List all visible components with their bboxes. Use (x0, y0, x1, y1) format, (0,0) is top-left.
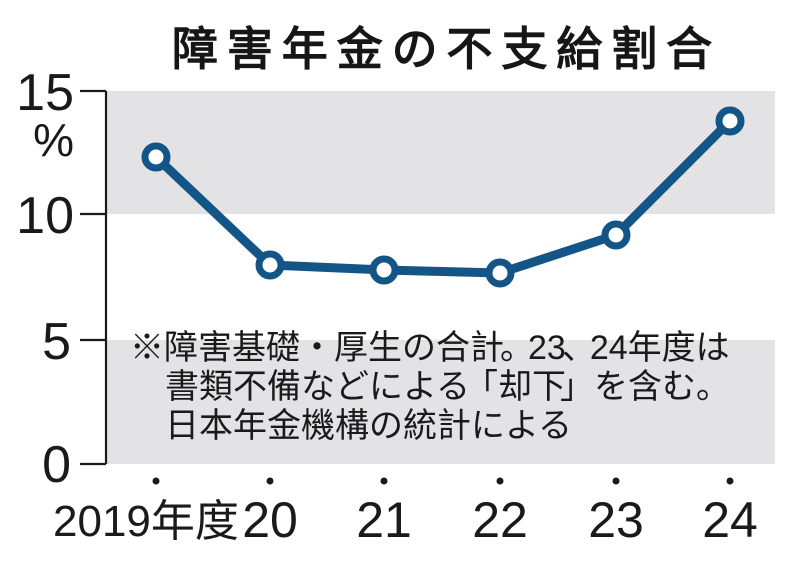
svg-text:書類不備などによる「却下」を含む。: 書類不備などによる「却下」を含む。 (165, 368, 730, 406)
svg-text:24: 24 (702, 492, 758, 548)
svg-text:0: 0 (42, 436, 71, 494)
svg-text:10: 10 (16, 187, 74, 245)
svg-text:21: 21 (356, 492, 412, 548)
svg-text:22: 22 (472, 492, 528, 548)
svg-text:障害年金の不支給割合: 障害年金の不支給割合 (172, 23, 721, 75)
svg-text:5: 5 (42, 313, 71, 371)
svg-text:20: 20 (242, 492, 298, 548)
svg-text:23: 23 (588, 492, 644, 548)
svg-text:2019年度: 2019年度 (53, 497, 239, 546)
svg-text:※障害基礎・厚生の合計。23、24年度は: ※障害基礎・厚生の合計。23、24年度は (130, 329, 730, 367)
svg-text:%: % (33, 114, 74, 166)
svg-text:日本年金機構の統計による: 日本年金機構の統計による (165, 407, 572, 445)
